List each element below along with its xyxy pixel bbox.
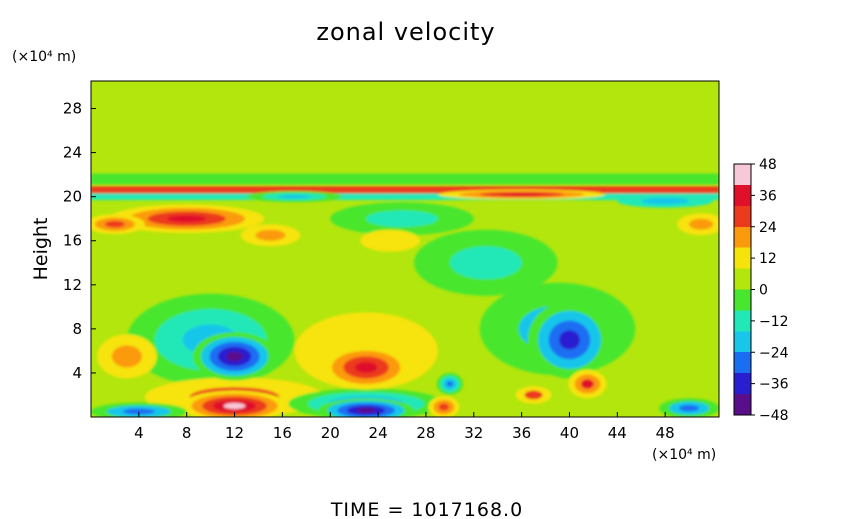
x-tick-label: 32 [464, 424, 483, 442]
colorbar: 48 36 24 12 0 −12 −24 −36 −48 [733, 157, 789, 424]
colorbar-scale [733, 163, 752, 416]
velocity-cell [500, 193, 543, 196]
x-tick-label: 48 [656, 424, 675, 442]
x-tick-label: 4 [134, 424, 144, 442]
y-axis-ticks: 4 8 12 16 20 24 28 [63, 100, 96, 382]
velocity-cell [104, 220, 125, 228]
time-label: TIME = 1017168.0 [330, 499, 523, 519]
velocity-cell [689, 218, 714, 230]
colorbar-tick-label: 36 [759, 188, 777, 204]
x-tick-label: 44 [608, 424, 627, 442]
x-tick-label: 40 [560, 424, 579, 442]
velocity-cell [366, 210, 438, 227]
velocity-cell [360, 229, 420, 252]
colorbar-tick-label: −48 [759, 408, 789, 424]
y-tick-label: 8 [72, 320, 82, 338]
y-unit-label: (×10⁴ m) [12, 49, 76, 65]
colorbar-tick-label: 12 [759, 251, 777, 267]
velocity-cell [122, 408, 155, 415]
x-axis-ticks: 4 8 12 16 20 24 28 32 36 40 44 48 [134, 412, 675, 442]
velocity-cell [449, 246, 522, 280]
velocity-cell [581, 379, 594, 389]
colorbar-tick-label: −24 [759, 345, 789, 361]
x-unit-label: (×10⁴ m) [652, 447, 716, 463]
x-tick-label: 36 [512, 424, 531, 442]
velocity-cell [438, 403, 450, 411]
x-tick-label: 8 [182, 424, 192, 442]
velocity-cell [354, 361, 378, 373]
y-tick-label: 24 [63, 144, 82, 162]
x-tick-label: 28 [416, 424, 435, 442]
velocity-cell [111, 345, 142, 368]
y-tick-label: 12 [63, 276, 82, 294]
heatmap-plot-area [91, 81, 719, 417]
chart-title: zonal velocity [316, 18, 495, 46]
colorbar-tick-label: −36 [759, 377, 789, 393]
band-2 [91, 173, 719, 185]
x-tick-label: 20 [321, 424, 340, 442]
y-tick-label: 28 [63, 100, 82, 118]
y-tick-label: 16 [63, 232, 82, 250]
x-tick-label: 24 [369, 424, 388, 442]
colorbar-tick-label: 24 [759, 220, 777, 236]
velocity-cell [446, 381, 454, 387]
velocity-cell [226, 351, 243, 362]
colorbar-tick-label: −12 [759, 314, 789, 330]
plot-frame [90, 80, 720, 418]
y-tick-label: 4 [72, 364, 82, 382]
velocity-cell [559, 330, 580, 350]
band-0 [91, 186, 719, 194]
colorbar-ticks: 48 36 24 12 0 −12 −24 −36 −48 [751, 157, 789, 424]
velocity-cell [255, 229, 286, 241]
x-tick-label: 16 [273, 424, 292, 442]
velocity-cell [524, 390, 543, 400]
velocity-cell [167, 215, 207, 223]
velocity-cell [278, 194, 311, 199]
colorbar-tick-label: 0 [759, 283, 768, 299]
y-axis-label: Height [30, 218, 52, 281]
y-tick-label: 20 [63, 188, 82, 206]
velocity-cell [679, 404, 700, 412]
band-1 [91, 193, 719, 200]
velocity-cell [641, 197, 690, 205]
x-tick-label: 12 [225, 424, 244, 442]
velocity-cell [356, 407, 376, 413]
colorbar-tick-label: 48 [759, 157, 777, 173]
velocity-cell [223, 402, 246, 410]
